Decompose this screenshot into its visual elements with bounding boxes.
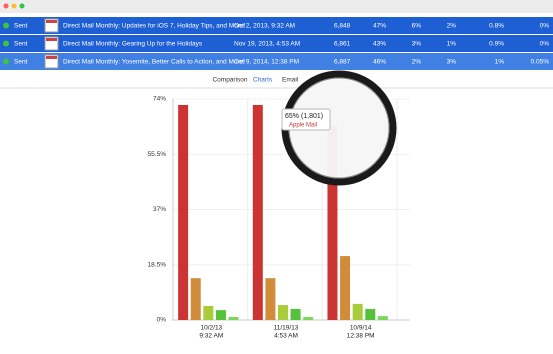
x-tick-label: 12:38 PM — [347, 333, 375, 340]
cell: 0.05% — [531, 59, 550, 66]
bar — [228, 317, 239, 320]
table-row[interactable] — [0, 35, 553, 52]
cell: Sent — [14, 41, 28, 48]
thumbnail-header — [46, 56, 57, 59]
table-row[interactable] — [0, 53, 553, 70]
tab[interactable]: Comparison — [212, 77, 247, 84]
tooltip-value: 65% (1,801) — [285, 113, 323, 120]
thumbnail-header — [46, 38, 57, 41]
tooltip — [281, 108, 331, 131]
cell: 1% — [495, 59, 505, 66]
cell: Oct 2, 2013, 9:32 AM — [234, 23, 295, 30]
bar — [215, 310, 226, 320]
y-tick-label: 18.5% — [148, 261, 167, 268]
cell: Direct Mail Monthly: Updates for iOS 7, … — [63, 23, 246, 30]
cell: Nov 19, 2013, 4:53 AM — [234, 41, 300, 48]
x-tick-label: 10/2/13 — [200, 325, 222, 332]
cell: Direct Mail Monthly: Gearing Up for the … — [63, 41, 203, 48]
status-icon — [3, 40, 9, 47]
cell: 6,848 — [334, 23, 351, 30]
bar — [352, 303, 363, 320]
cell: 2% — [447, 23, 457, 30]
bar — [203, 305, 214, 320]
y-tick-label: 37% — [153, 206, 166, 213]
x-tick-label: 9:32 AM — [199, 333, 223, 340]
cell: 46% — [373, 59, 386, 66]
cell: 0% — [540, 41, 550, 48]
cell: 47% — [373, 23, 386, 30]
bar — [340, 256, 351, 320]
cell: 6,887 — [334, 59, 351, 66]
bar — [290, 308, 301, 320]
title-bar — [0, 0, 553, 13]
bar — [190, 278, 201, 320]
cell: Sent — [14, 23, 28, 30]
bar — [365, 308, 376, 320]
magnifier: 65% (1,801) Apple Mail — [281, 70, 397, 186]
bar — [178, 104, 189, 320]
tab[interactable]: Charts — [253, 77, 273, 84]
cell: 43% — [373, 41, 386, 48]
x-tick-label: 4:53 AM — [274, 333, 298, 340]
cell: 1% — [447, 41, 457, 48]
cell: 6,861 — [334, 41, 351, 48]
bar — [252, 104, 263, 320]
cell: 0% — [540, 23, 550, 30]
x-tick-label: 10/9/14 — [350, 325, 372, 332]
bar — [278, 305, 288, 320]
cell: Direct Mail Monthly: Yosemite, Better Ca… — [63, 59, 245, 66]
minimize-button[interactable] — [11, 3, 17, 9]
bar — [265, 278, 276, 320]
cell: 3% — [447, 59, 457, 66]
close-button[interactable] — [3, 3, 9, 9]
thumbnail-header — [46, 20, 57, 23]
x-tick-label: 11/19/13 — [274, 325, 299, 332]
tab[interactable]: Email — [282, 77, 299, 84]
y-tick-label: 55.5% — [148, 151, 167, 158]
cell: 2% — [412, 59, 422, 66]
cell: Oct 9, 2014, 12:38 PM — [234, 59, 299, 66]
bar — [377, 316, 388, 320]
y-tick-label: 0% — [157, 317, 167, 324]
tooltip-name: Apple Mail — [289, 123, 317, 129]
bar — [327, 125, 338, 320]
bar — [303, 317, 314, 320]
cell: 0.8% — [489, 23, 504, 30]
zoom-button[interactable] — [19, 3, 25, 9]
cell: 3% — [412, 41, 422, 48]
table-row[interactable] — [0, 17, 553, 34]
cell: Sent — [14, 59, 28, 66]
status-icon — [3, 58, 9, 65]
y-tick-label: 74% — [153, 96, 166, 103]
status-icon — [3, 22, 9, 29]
cell: 0.9% — [489, 41, 504, 48]
cell: 6% — [412, 23, 422, 30]
